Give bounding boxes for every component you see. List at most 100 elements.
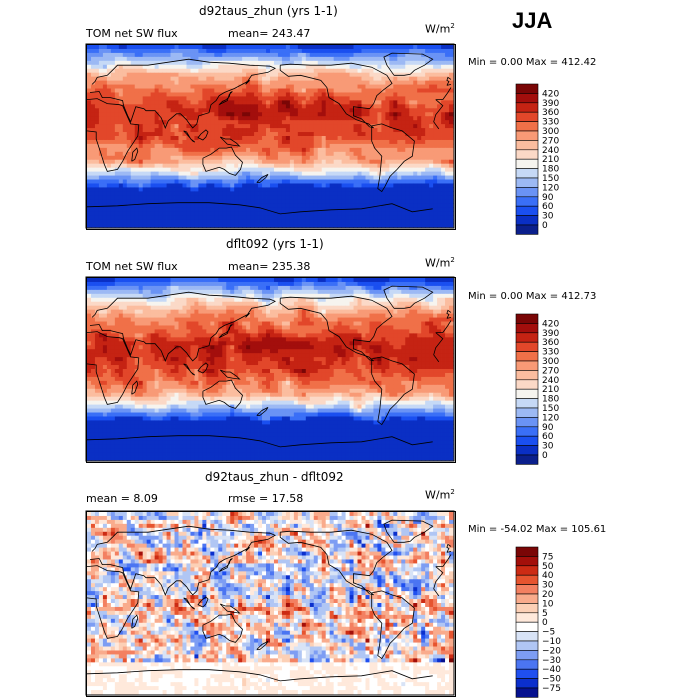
field-cell (246, 108, 251, 113)
field-cell (146, 136, 152, 141)
field-cell (118, 155, 124, 161)
field-cell (210, 56, 215, 62)
field-cell (146, 183, 152, 188)
field-cell (381, 108, 386, 113)
field-cell (333, 100, 339, 105)
field-cell (449, 159, 454, 165)
field-cell (341, 171, 346, 176)
field-cell (186, 108, 191, 113)
field-cell (174, 179, 179, 184)
field-cell (246, 301, 251, 307)
field-cell (246, 155, 251, 161)
field-cell (345, 289, 350, 295)
field-cell (134, 293, 140, 299)
field-cell (273, 175, 279, 180)
field-cell (285, 143, 291, 149)
legend-tick-label: 270 (542, 136, 559, 146)
field-cell (158, 297, 163, 303)
season-label: JJA (512, 8, 553, 33)
field-cell (437, 281, 442, 287)
field-cell (170, 305, 175, 311)
field-cell (325, 285, 331, 291)
field-cell (437, 179, 442, 184)
field-cell (202, 305, 207, 311)
field-cell (94, 56, 100, 62)
field-cell (317, 159, 323, 165)
field-cell (449, 187, 454, 192)
field-cell (353, 207, 358, 212)
field-cell (433, 219, 438, 224)
field-cell (285, 179, 291, 184)
field-cell (321, 219, 327, 224)
field-cell (206, 139, 211, 145)
field-cell (285, 289, 291, 295)
field-cell (313, 281, 319, 287)
field-cell (138, 293, 144, 299)
field-cell (401, 80, 406, 85)
field-cell (293, 301, 299, 307)
field-cell (353, 195, 358, 200)
field-cell (134, 56, 140, 62)
field-cell (361, 215, 366, 220)
field-cell (425, 116, 430, 121)
field-cell (242, 143, 247, 149)
field-cell (110, 100, 116, 105)
field-cell (206, 297, 211, 303)
field-cell (146, 96, 152, 101)
field-cell (238, 219, 243, 224)
field-cell (178, 305, 183, 311)
field-cell (174, 285, 179, 291)
field-cell (106, 112, 112, 117)
field-cell (437, 88, 442, 93)
field-cell (246, 151, 251, 157)
field-cell (381, 112, 386, 117)
field-cell (433, 187, 438, 192)
field-cell (289, 207, 295, 212)
field-cell (297, 195, 303, 200)
field-cell (222, 120, 227, 125)
field-cell (174, 171, 179, 176)
field-cell (313, 124, 319, 129)
field-cell (230, 68, 235, 74)
field-cell (341, 100, 346, 105)
field-cell (142, 139, 148, 145)
field-cell (154, 163, 160, 169)
field-cell (202, 68, 207, 74)
field-cell (154, 116, 160, 121)
field-cell (365, 48, 370, 54)
field-cell (254, 64, 259, 70)
field-cell (150, 104, 156, 109)
field-cell (321, 285, 327, 291)
field-cell (305, 84, 311, 89)
field-cell (433, 104, 438, 109)
field-cell (297, 155, 303, 161)
field-cell (250, 124, 255, 129)
field-cell (401, 215, 406, 220)
field-cell (114, 187, 120, 192)
field-cell (285, 187, 291, 192)
field-cell (285, 215, 291, 220)
field-cell (126, 48, 132, 54)
field-cell (87, 88, 92, 93)
field-cell (337, 297, 343, 303)
field-cell (433, 132, 438, 137)
field-cell (210, 147, 215, 153)
field-cell (385, 104, 390, 109)
field-cell (441, 175, 446, 180)
field-cell (413, 195, 418, 200)
field-cell (397, 45, 402, 50)
field-cell (266, 203, 271, 208)
field-cell (154, 219, 160, 224)
field-cell (433, 48, 438, 54)
field-cell (305, 120, 311, 125)
field-cell (170, 139, 175, 145)
field-cell (134, 112, 140, 117)
field-cell (118, 281, 124, 287)
field-cell (90, 104, 96, 109)
panel1-units: W/m2 (425, 22, 455, 36)
field-cell (262, 112, 267, 117)
field-cell (122, 132, 128, 137)
field-cell (353, 68, 358, 74)
field-cell (102, 68, 108, 74)
